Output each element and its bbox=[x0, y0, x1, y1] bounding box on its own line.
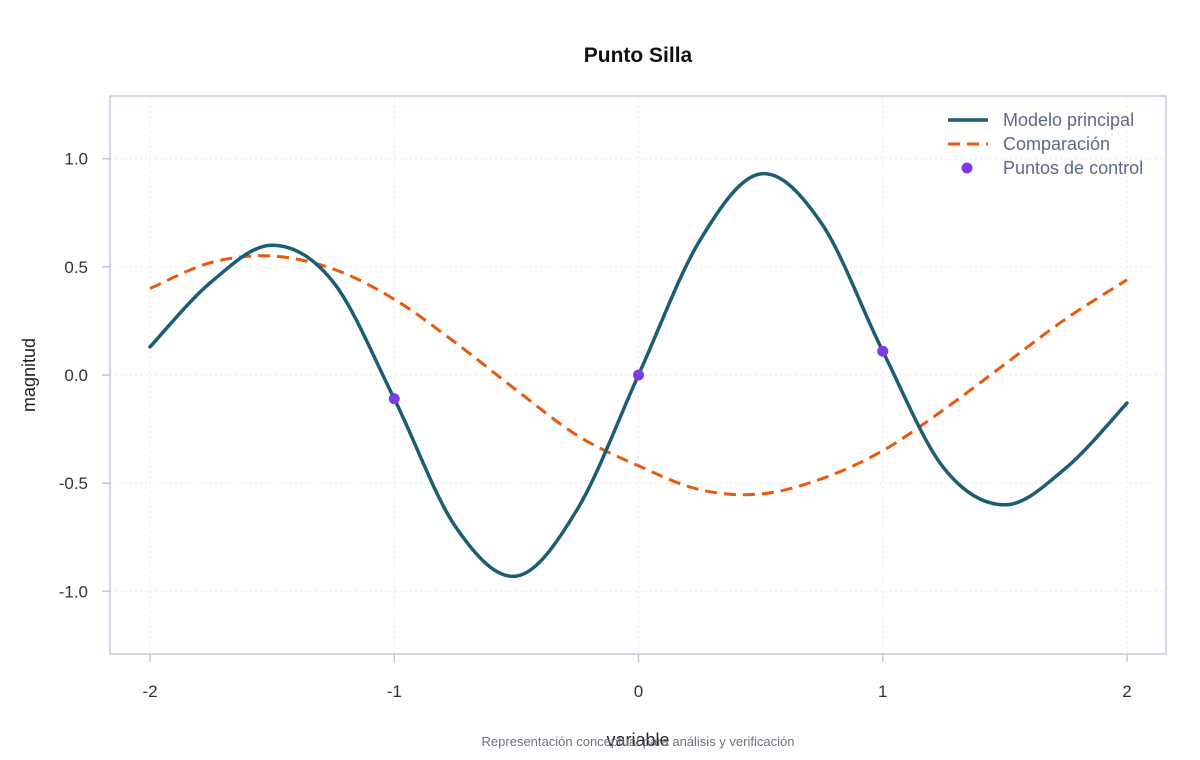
control-point bbox=[388, 393, 400, 405]
x-tick-label: 1 bbox=[878, 682, 887, 701]
control-point bbox=[633, 369, 644, 381]
y-tick-label: -1.0 bbox=[59, 582, 88, 601]
legend-label: Puntos de control bbox=[1003, 158, 1143, 178]
x-tick-label: 2 bbox=[1122, 682, 1131, 701]
chart-title: Punto Silla bbox=[584, 44, 693, 67]
control-point bbox=[877, 345, 889, 357]
chart-caption: Representación conceptual para análisis … bbox=[482, 734, 795, 749]
y-tick-label: 1.0 bbox=[64, 150, 88, 169]
x-tick-label: 0 bbox=[634, 682, 643, 701]
series-line-comparacion bbox=[149, 254, 1128, 497]
legend-label: Comparación bbox=[1003, 134, 1110, 154]
legend: Modelo principal Comparación Puntos de con… bbox=[948, 110, 1143, 178]
grid bbox=[110, 96, 1166, 654]
x-axis-label: variable bbox=[606, 730, 669, 750]
x-tick-label: -1 bbox=[387, 682, 402, 701]
legend-label: Modelo principal bbox=[1003, 110, 1134, 130]
y-tick-label: -0.5 bbox=[59, 474, 88, 493]
x-tick-label: -2 bbox=[142, 682, 157, 701]
x-axis: -2 -1 0 1 2 bbox=[142, 654, 1132, 701]
y-axis-label: magnitud bbox=[19, 338, 39, 412]
legend-swatch bbox=[961, 162, 973, 174]
y-axis: -1.0 -0.5 0.0 0.5 1.0 bbox=[59, 150, 110, 601]
y-tick-label: 0.0 bbox=[64, 366, 88, 385]
series-layer bbox=[148, 172, 1129, 578]
y-tick-label: 0.5 bbox=[64, 258, 88, 277]
